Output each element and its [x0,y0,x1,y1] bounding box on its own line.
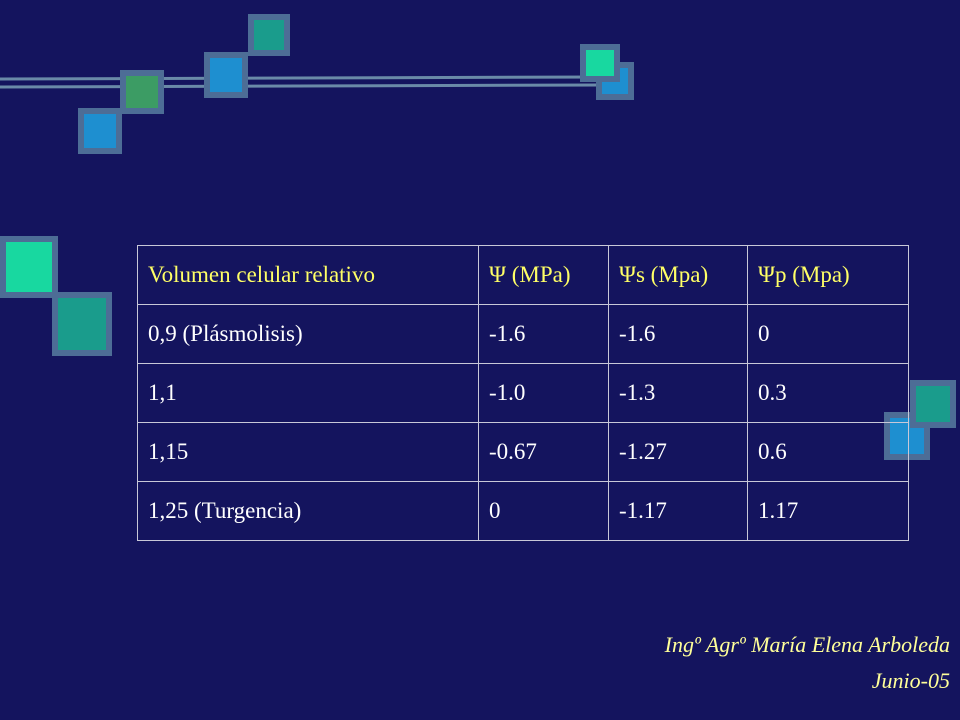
square [52,292,112,356]
table-row: 1,15 -0.67 -1.27 0.6 [137,422,909,482]
deco-line [0,83,601,89]
cell: 0.6 [747,422,909,482]
square [120,70,164,114]
date: Junio-05 [871,668,950,693]
cell: -1.17 [608,481,748,541]
square [910,380,956,428]
square [0,236,58,298]
cell: 1,1 [137,363,479,423]
cell: 0 [747,304,909,364]
cell: 0,9 (Plásmolisis) [137,304,479,364]
square [204,52,248,98]
header-cell: Ψ (MPa) [478,245,609,305]
cell: 0.3 [747,363,909,423]
deco-line [0,75,601,81]
square [78,108,122,154]
header-cell: Ψp (Mpa) [747,245,909,305]
table-row: 0,9 (Plásmolisis) -1.6 -1.6 0 [137,304,909,364]
cell: -0.67 [478,422,609,482]
cell: -1.3 [608,363,748,423]
cell: 1,15 [137,422,479,482]
data-table: Volumen celular relativo Ψ (MPa) Ψs (Mpa) Ψ… [137,245,909,541]
author: Ingº Agrº María Elena Arboleda [664,632,950,657]
table-row: 1,25 (Turgencia) 0 -1.17 1.17 [137,481,909,541]
cell: 1,25 (Turgencia) [137,481,479,541]
square [580,44,620,82]
header-cell: Ψs (Mpa) [608,245,748,305]
cell: 1.17 [747,481,909,541]
cell: -1.6 [608,304,748,364]
cell: -1.0 [478,363,609,423]
cell: -1.6 [478,304,609,364]
cell: 0 [478,481,609,541]
header-cell: Volumen celular relativo [137,245,479,305]
table-row: 1,1 -1.0 -1.3 0.3 [137,363,909,423]
cell: -1.27 [608,422,748,482]
header-row: Volumen celular relativo Ψ (MPa) Ψs (Mpa) Ψ… [137,245,909,305]
square [248,14,290,56]
